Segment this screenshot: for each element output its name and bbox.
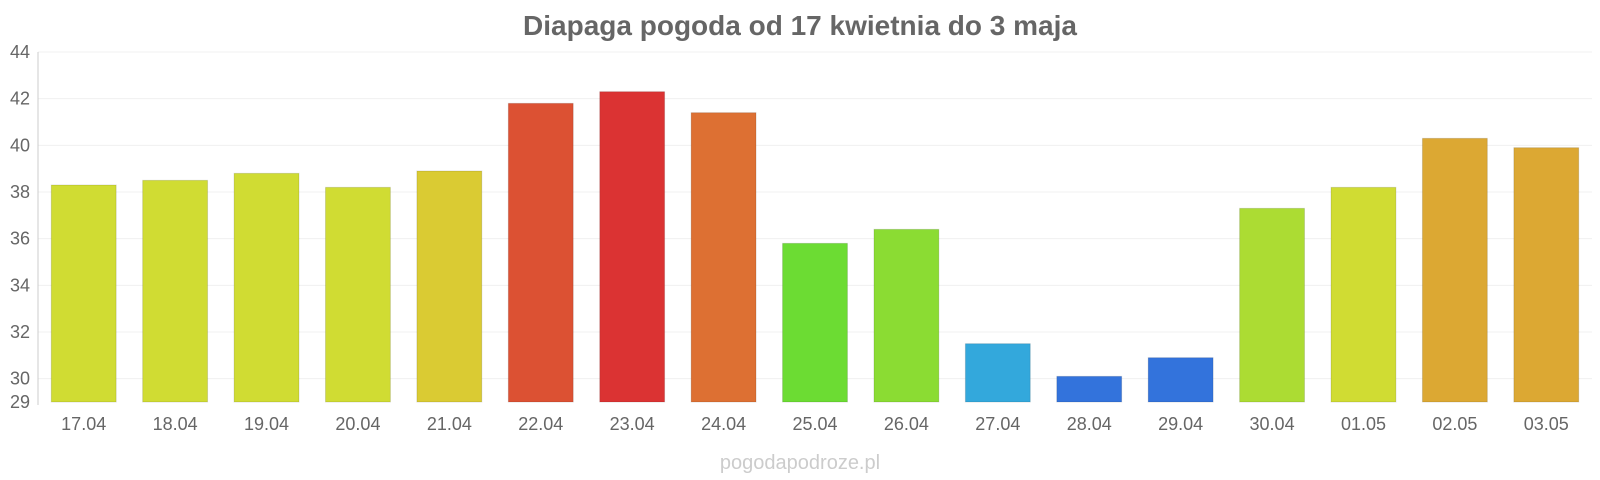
bar-29.04 [1147, 357, 1214, 403]
x-tick-label: 22.04 [518, 414, 563, 434]
x-tick-label: 19.04 [244, 414, 289, 434]
y-tick-label: 36 [10, 229, 30, 249]
y-axis-ticks: 29 30 32 34 36 38 40 42 44 [10, 42, 30, 412]
x-tick-label: 21.04 [427, 414, 472, 434]
chart-title: Diapaga pogoda od 17 kwietnia do 3 maja [523, 10, 1077, 41]
bar-01.05 [1330, 186, 1397, 403]
bar-27.04 [964, 343, 1031, 403]
y-tick-label: 38 [10, 182, 30, 202]
x-tick-label: 26.04 [884, 414, 929, 434]
x-tick-label: 23.04 [610, 414, 655, 434]
x-tick-label: 17.04 [61, 414, 106, 434]
bar-19.04 [233, 172, 300, 403]
x-tick-label: 20.04 [335, 414, 380, 434]
y-tick-label: 42 [10, 89, 30, 109]
x-tick-label: 28.04 [1067, 414, 1112, 434]
x-tick-label: 29.04 [1158, 414, 1203, 434]
y-tick-label: 29 [10, 392, 30, 412]
x-tick-label: 03.05 [1524, 414, 1569, 434]
bar-21.04 [416, 170, 483, 403]
bar-28.04 [1056, 375, 1123, 403]
x-tick-label: 27.04 [975, 414, 1020, 434]
bar-22.04 [507, 102, 574, 403]
y-tick-label: 44 [10, 42, 30, 62]
y-tick-label: 40 [10, 135, 30, 155]
x-tick-label: 18.04 [153, 414, 198, 434]
bar-17.04 [50, 184, 117, 403]
watermark: pogodapodroze.pl [719, 452, 881, 474]
x-axis-ticks: 17.04 18.04 19.04 20.04 21.04 22.04 23.04 24.04… [61, 414, 1569, 434]
y-tick-label: 34 [10, 275, 30, 295]
x-tick-label: 24.04 [701, 414, 746, 434]
bars [50, 91, 1580, 403]
x-tick-label: 25.04 [792, 414, 837, 434]
bar-30.04 [1239, 207, 1306, 403]
bar-26.04 [873, 228, 940, 403]
y-tick-label: 30 [10, 369, 30, 389]
bar-23.04 [599, 91, 666, 403]
x-tick-label: 01.05 [1341, 414, 1386, 434]
bar-02.05 [1421, 137, 1488, 403]
x-tick-label: 30.04 [1250, 414, 1295, 434]
bar-20.04 [324, 186, 391, 403]
bar-24.04 [690, 112, 757, 403]
bar-03.05 [1513, 147, 1580, 403]
y-tick-label: 32 [10, 322, 30, 342]
x-tick-label: 02.05 [1432, 414, 1477, 434]
bar-18.04 [142, 179, 209, 403]
bar-25.04 [782, 242, 848, 403]
